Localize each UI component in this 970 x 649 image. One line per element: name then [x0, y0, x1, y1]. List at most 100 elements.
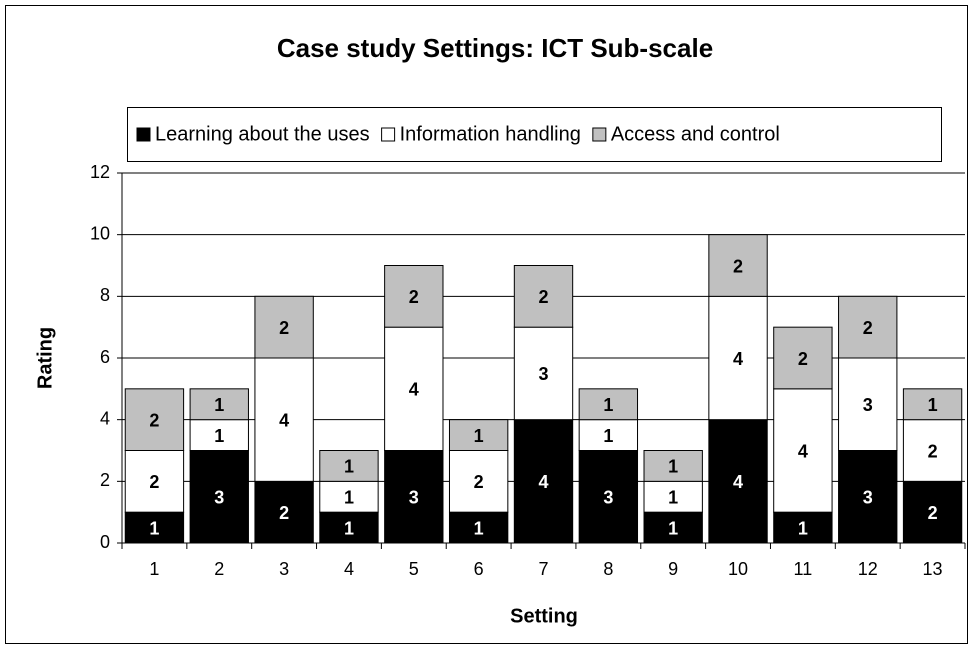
data-label: 1 — [603, 426, 613, 446]
y-tick-label: 12 — [90, 162, 110, 182]
data-label: 4 — [279, 410, 289, 430]
bar-segment — [708, 295, 768, 421]
data-label: 3 — [603, 488, 613, 508]
data-label: 3 — [409, 488, 419, 508]
bar-segment — [902, 388, 963, 421]
data-label: 1 — [214, 426, 224, 446]
data-label: 1 — [668, 488, 678, 508]
x-tick-label: 4 — [344, 559, 354, 579]
legend-label: Access and control — [611, 123, 780, 145]
x-tick-label: 2 — [214, 559, 224, 579]
data-label: 3 — [863, 395, 873, 415]
legend-label: Information handling — [400, 123, 581, 145]
data-label: 2 — [279, 318, 289, 338]
data-label: 4 — [733, 349, 743, 369]
data-label: 1 — [668, 457, 678, 477]
data-label: 1 — [928, 395, 938, 415]
data-label: 1 — [474, 518, 484, 538]
data-label: 1 — [214, 395, 224, 415]
data-label: 2 — [928, 441, 938, 461]
data-label: 1 — [798, 518, 808, 538]
legend-swatch — [381, 127, 396, 142]
x-tick-label: 3 — [279, 559, 289, 579]
x-tick-label: 1 — [149, 559, 159, 579]
data-label: 4 — [409, 380, 419, 400]
y-tick-label: 10 — [90, 223, 110, 243]
x-tick-label: 6 — [474, 559, 484, 579]
legend-label: Learning about the uses — [155, 123, 370, 145]
data-label: 2 — [538, 287, 548, 307]
data-label: 2 — [928, 503, 938, 523]
y-tick-label: 0 — [100, 532, 110, 552]
bar-segment — [319, 511, 379, 544]
data-label: 2 — [149, 410, 159, 430]
bar-segment — [643, 450, 703, 482]
bar-segment — [319, 450, 379, 482]
bar-segment — [448, 419, 509, 451]
bar-segment — [448, 450, 509, 513]
data-label: 1 — [344, 518, 354, 538]
legend-swatch — [136, 127, 151, 142]
y-tick-label: 2 — [100, 470, 110, 490]
bar-segment — [773, 388, 833, 513]
bar-segment — [838, 295, 898, 359]
bar-segment — [838, 357, 898, 451]
data-label: 1 — [344, 488, 354, 508]
bar-segment — [513, 419, 574, 544]
data-label: 4 — [733, 472, 743, 492]
bar-segment — [902, 419, 963, 482]
bar-segment — [124, 388, 185, 452]
data-label: 1 — [344, 457, 354, 477]
bar-segment — [189, 388, 249, 421]
data-label: 4 — [798, 441, 808, 461]
y-tick-label: 8 — [100, 285, 110, 305]
x-tick-label: 10 — [728, 559, 748, 579]
x-tick-label: 11 — [794, 559, 813, 579]
data-label: 1 — [668, 518, 678, 538]
data-label: 2 — [409, 287, 419, 307]
chart-title: Case study Settings: ICT Sub-scale — [277, 33, 713, 63]
data-label: 1 — [603, 395, 613, 415]
data-label: 3 — [214, 488, 224, 508]
data-label: 2 — [863, 318, 873, 338]
bar-segment — [773, 326, 833, 390]
x-axis-label: Setting — [510, 605, 578, 627]
bar-segment — [189, 419, 249, 451]
data-label: 1 — [149, 518, 159, 538]
data-label: 3 — [863, 488, 873, 508]
bar-segment — [643, 480, 703, 513]
data-label: 1 — [474, 426, 484, 446]
y-tick-label: 4 — [100, 408, 110, 428]
bar-segment — [319, 480, 379, 513]
legend-box — [127, 107, 942, 162]
x-tick-label: 5 — [409, 559, 419, 579]
x-tick-label: 13 — [923, 559, 943, 579]
x-tick-label: 7 — [538, 559, 548, 579]
bar-segment — [124, 511, 185, 544]
data-label: 4 — [538, 472, 548, 492]
data-label: 2 — [474, 472, 484, 492]
bar-segment — [189, 450, 249, 544]
data-label: 2 — [149, 472, 159, 492]
data-label: 3 — [538, 364, 548, 384]
x-tick-label: 12 — [858, 559, 878, 579]
bar-segment — [902, 480, 963, 544]
bar-segment — [578, 419, 639, 451]
x-tick-label: 8 — [603, 559, 613, 579]
y-tick-label: 6 — [100, 347, 110, 367]
data-label: 2 — [733, 256, 743, 276]
bar-segment — [708, 234, 768, 297]
data-label: 2 — [279, 503, 289, 523]
bar-segment — [384, 265, 444, 328]
bar-segment — [578, 388, 639, 421]
y-axis-label: Rating — [34, 327, 56, 389]
bar-segment — [513, 326, 574, 421]
x-tick-label: 9 — [668, 559, 678, 579]
bar-segment — [513, 265, 574, 328]
chart-frame — [5, 5, 968, 644]
bar-segment — [254, 295, 314, 359]
bar-segment — [384, 450, 444, 544]
legend-swatch — [592, 127, 607, 142]
bar-segment — [838, 450, 898, 544]
